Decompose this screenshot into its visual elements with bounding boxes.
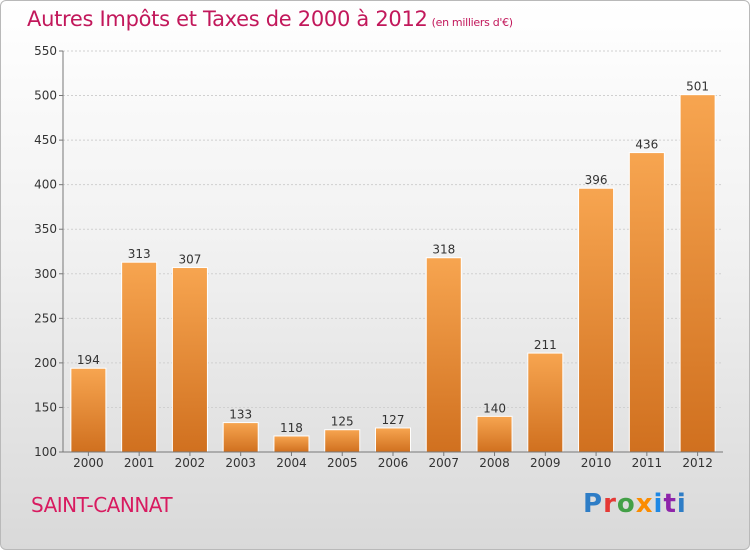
x-tick-label-2002: 2002 bbox=[175, 456, 206, 470]
value-label-2001: 313 bbox=[128, 247, 151, 261]
x-tick-label-2007: 2007 bbox=[428, 456, 459, 470]
value-label-2010: 396 bbox=[585, 173, 608, 187]
value-label-2007: 318 bbox=[432, 243, 455, 257]
x-tick-label-2011: 2011 bbox=[632, 456, 663, 470]
value-label-2003: 133 bbox=[229, 408, 252, 422]
x-tick-label-2006: 2006 bbox=[378, 456, 409, 470]
bar-2005 bbox=[324, 429, 361, 453]
bar-2007 bbox=[425, 257, 462, 453]
proxiti-logo: Proxiti bbox=[583, 489, 687, 519]
value-label-2000: 194 bbox=[77, 353, 100, 367]
y-tick-label: 250 bbox=[34, 311, 57, 325]
value-label-2009: 211 bbox=[534, 338, 557, 352]
bar-2004 bbox=[273, 435, 310, 453]
value-label-2012: 501 bbox=[686, 80, 709, 94]
x-tick-label-2008: 2008 bbox=[479, 456, 510, 470]
x-tick-label-2010: 2010 bbox=[581, 456, 612, 470]
y-tick-label: 400 bbox=[34, 178, 57, 192]
bar-2006 bbox=[374, 427, 412, 453]
commune-name: SAINT-CANNAT bbox=[31, 493, 173, 517]
chart-title: Autres Impôts et Taxes de 2000 à 2012 (en… bbox=[27, 7, 513, 31]
y-tick-label: 450 bbox=[34, 133, 57, 147]
y-tick-label: 300 bbox=[34, 267, 57, 281]
value-label-2004: 118 bbox=[280, 421, 303, 435]
value-label-2002: 307 bbox=[178, 253, 201, 267]
x-tick-label-2003: 2003 bbox=[225, 456, 256, 470]
x-tick-label-2009: 2009 bbox=[530, 456, 561, 470]
y-tick-label: 100 bbox=[34, 445, 57, 459]
x-tick-label-2001: 2001 bbox=[124, 456, 155, 470]
bar-2001 bbox=[121, 261, 158, 453]
value-label-2005: 125 bbox=[331, 415, 354, 429]
value-label-2011: 436 bbox=[635, 138, 658, 152]
value-label-2008: 140 bbox=[483, 401, 506, 415]
y-tick-label: 500 bbox=[34, 89, 57, 103]
x-tick-label-2000: 2000 bbox=[73, 456, 104, 470]
x-tick-label-2012: 2012 bbox=[682, 456, 713, 470]
unit-label: (en milliers d'€) bbox=[431, 16, 513, 29]
x-tick-label-2004: 2004 bbox=[276, 456, 307, 470]
x-tick-label-2005: 2005 bbox=[327, 456, 358, 470]
bar-2002 bbox=[171, 267, 208, 453]
bar-2010 bbox=[578, 187, 615, 453]
bar-2012 bbox=[679, 94, 716, 453]
bar-2008 bbox=[476, 415, 513, 453]
y-tick-label: 150 bbox=[34, 400, 57, 414]
bar-2000 bbox=[70, 367, 107, 453]
y-tick-label: 200 bbox=[34, 356, 57, 370]
bar-2011 bbox=[628, 152, 665, 453]
value-label-2006: 127 bbox=[382, 413, 405, 427]
bar-2003 bbox=[222, 422, 259, 453]
bar-2009 bbox=[527, 352, 564, 453]
y-tick-label: 550 bbox=[34, 44, 57, 58]
y-tick-label: 350 bbox=[34, 222, 57, 236]
